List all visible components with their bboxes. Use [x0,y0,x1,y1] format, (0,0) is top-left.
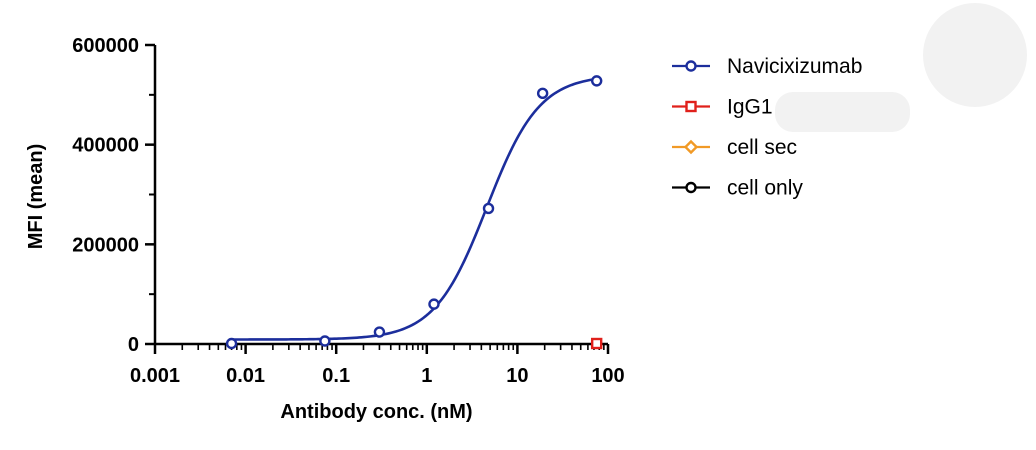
data-point [590,75,603,87]
legend-marker [685,60,697,72]
x-tick-label: 0.01 [226,365,265,387]
x-tick-label: 1 [421,365,432,387]
legend-label: cell sec [727,136,797,159]
legend-marker [685,100,697,113]
legend: Navicixizumab IgG1 cell sec cell only [672,55,862,200]
x-tick-label: 100 [591,365,624,387]
y-tick-label: 200000 [72,234,139,256]
legend-label: cell only [727,177,803,200]
x-tick-label: 0.001 [130,365,180,387]
y-tick-label: 600000 [72,35,139,57]
data-point [225,337,238,350]
x-tick-label: 0.1 [322,365,350,387]
legend-marker [685,181,697,194]
legend-label: Navicixizumab [727,55,862,78]
data-point [482,202,495,215]
data-point [373,326,386,338]
background-smudge-circle [923,3,1027,107]
data-point [536,87,549,100]
data-points [225,75,603,350]
legend-marker [683,139,699,155]
background-smudge-bar [775,92,910,132]
y-tick-label: 0 [128,334,139,356]
background-smudge [775,3,1027,132]
y-tick-label: 400000 [72,135,139,157]
legend-label: IgG1 [727,96,773,119]
fit-curve [231,77,597,341]
x-tick-label: 10 [506,365,528,387]
fit-curves [231,77,597,341]
data-point [428,298,440,310]
x-axis-title: Antibody conc. (nM) [280,401,472,423]
data-point [319,335,331,347]
data-point [590,337,603,350]
y-axis-title: MFI (mean) [25,144,47,250]
